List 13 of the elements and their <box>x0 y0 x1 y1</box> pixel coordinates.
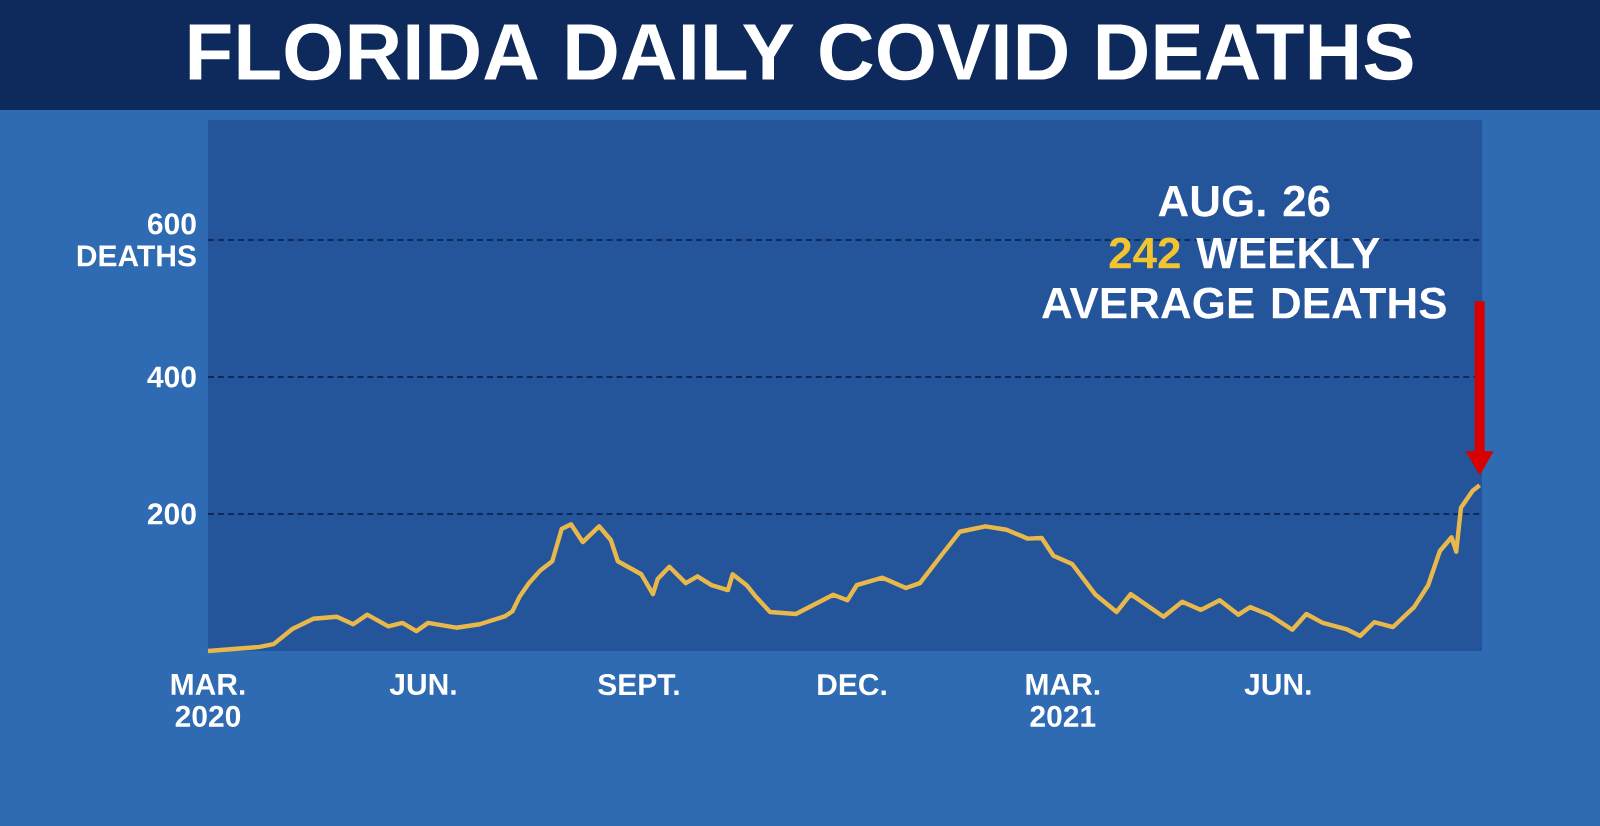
y-tick-label: 600 DEATHS <box>77 213 196 267</box>
y-tick-label: 400 <box>147 366 196 388</box>
chart-title: FLORIDA DAILY COVID DEATHS <box>189 23 1413 81</box>
x-tick-label: JUN. <box>389 674 456 695</box>
x-tick-label: JUN. <box>1244 674 1311 695</box>
annotation: AUG. 26 <box>1158 185 1330 217</box>
x-tick-label: MAR. 2021 <box>1026 674 1100 727</box>
x-tick-label: DEC. <box>818 674 886 696</box>
y-tick-label: 200 <box>147 503 196 525</box>
x-tick-label: MAR. 2020 <box>171 674 245 727</box>
line-series <box>205 482 1482 654</box>
annotation: 242 WEEKLY AVERAGE DEATHS <box>1042 237 1446 319</box>
x-tick-label: SEPT. <box>598 674 679 696</box>
